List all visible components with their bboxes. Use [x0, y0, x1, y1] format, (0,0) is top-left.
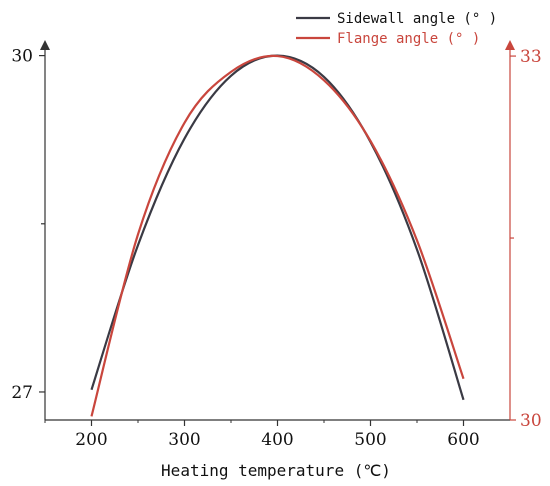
y-left-tick-label: 27 [11, 383, 33, 403]
legend-label: Flange angle (° ) [337, 31, 480, 47]
y-left-tick-label: 30 [11, 47, 33, 67]
series-line-flange-angle [90, 54, 465, 417]
x-tick-label: 500 [354, 430, 386, 450]
x-tick-label: 200 [75, 430, 107, 450]
x-tick-label: 300 [168, 430, 200, 450]
y-right-tick-label: 30 [520, 411, 542, 431]
x-tick-label: 600 [447, 430, 479, 450]
legend-label: Sidewall angle (° ) [337, 11, 497, 27]
series-layer [90, 54, 465, 417]
series-line-sidewall-angle [90, 54, 465, 401]
x-axis-title: Heating temperature (℃) [161, 461, 391, 480]
y-right-tick-label: 33 [520, 47, 542, 67]
y-right-arrow-icon [505, 40, 515, 50]
y-left-arrow-icon [40, 40, 50, 50]
axes: 200 300 400 500 600 27 30 30 33 [11, 40, 542, 450]
legend: Sidewall angle (° ) Flange angle (° ) [296, 11, 497, 47]
x-tick-label: 400 [261, 430, 293, 450]
